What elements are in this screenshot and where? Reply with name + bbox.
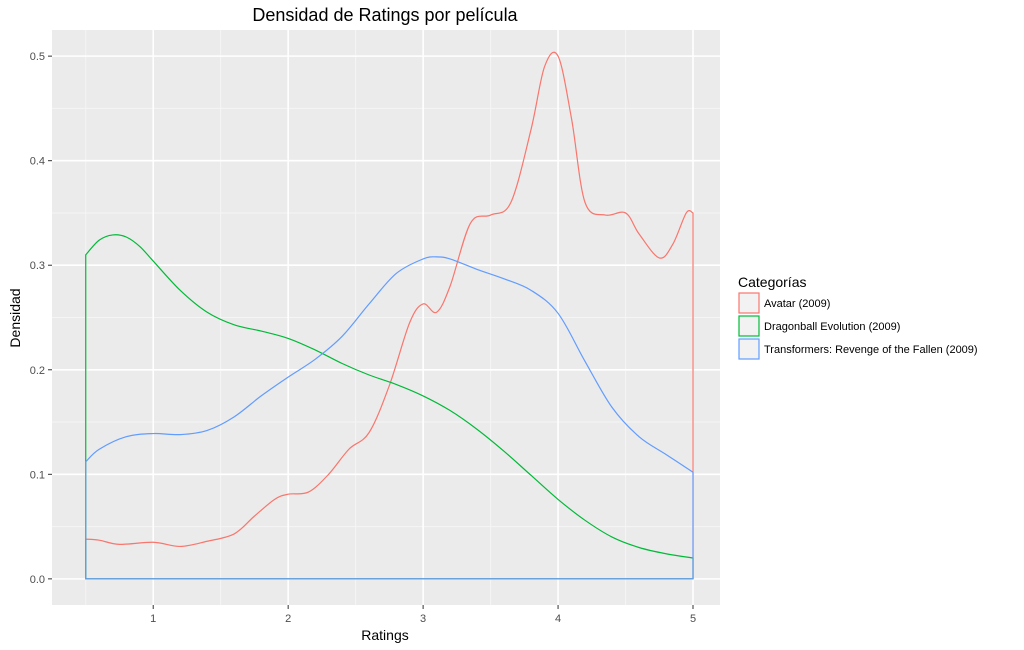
y-tick-label: 0.1: [30, 469, 45, 481]
legend-label-dragonball-evolution-2009: Dragonball Evolution (2009): [764, 321, 900, 333]
chart-title: Densidad de Ratings por película: [252, 5, 518, 25]
y-tick-label: 0.0: [30, 574, 45, 586]
x-axis-title: Ratings: [361, 627, 408, 643]
y-axis-title: Densidad: [7, 288, 23, 347]
axis-ticks: 1 2 3 4 5 0.0 0.1 0.2 0.3 0.4 0.5: [30, 51, 696, 625]
legend-label-transformers-revenge-of-the-fallen-2009: Transformers: Revenge of the Fallen (200…: [764, 344, 978, 356]
y-tick-label: 0.2: [30, 365, 45, 377]
x-tick-label: 5: [690, 613, 696, 625]
x-tick-label: 1: [150, 613, 156, 625]
density-curve-dragonball-evolution-2009: [85, 234, 694, 580]
x-tick-label: 3: [420, 613, 426, 625]
density-curve-transformers-revenge-of-the-fallen-2009: [85, 256, 694, 580]
density-curve-avatar-2009: [85, 51, 694, 580]
legend-key-transformers-revenge-of-the-fallen-2009: [738, 338, 760, 360]
minor-gridlines: [52, 30, 720, 605]
legend: Categorías Avatar (2009) Dragonball Evolu…: [738, 274, 978, 360]
x-tick-label: 4: [555, 613, 561, 625]
legend-key-dragonball-evolution-2009: [738, 315, 760, 337]
y-tick-label: 0.4: [30, 156, 45, 168]
y-tick-label: 0.3: [30, 260, 45, 272]
legend-key-avatar-2009: [738, 292, 760, 314]
legend-title: Categorías: [738, 274, 806, 290]
y-tick-label: 0.5: [30, 51, 45, 63]
x-tick-label: 2: [285, 613, 291, 625]
legend-label-avatar-2009: Avatar (2009): [764, 298, 830, 310]
density-series: [85, 51, 694, 580]
legend-items: Avatar (2009) Dragonball Evolution (2009)…: [738, 292, 978, 360]
